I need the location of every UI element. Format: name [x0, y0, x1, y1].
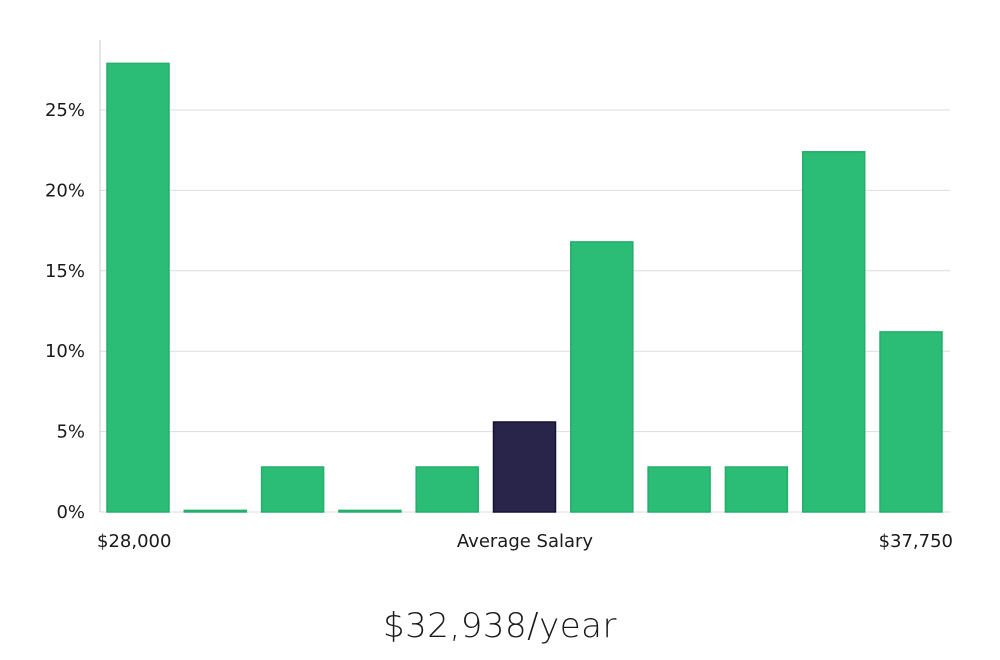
y-tick-label: 10% — [45, 341, 85, 362]
salary-histogram: 0%5%10%15%20%25% $28,000 Average Salary … — [45, 40, 953, 552]
bar — [260, 466, 325, 513]
bars — [106, 62, 943, 513]
y-tick-label: 0% — [56, 502, 85, 523]
bar — [106, 62, 170, 513]
bar — [801, 151, 866, 513]
bar — [724, 466, 789, 513]
range-min-label: $28,000 — [97, 531, 171, 552]
range-max-label: $37,750 — [879, 531, 953, 552]
bar — [647, 466, 711, 513]
y-tick-label: 5% — [56, 422, 85, 443]
bar-highlighted — [492, 421, 557, 513]
y-tick-label: 25% — [45, 100, 85, 121]
x-axis-label: Average Salary — [457, 531, 594, 552]
bar — [879, 331, 943, 513]
bar — [183, 509, 248, 513]
bar — [570, 241, 634, 513]
bar — [415, 466, 479, 513]
y-axis-ticks: 0% 5% 10% 15% 20% 25% — [45, 100, 85, 523]
bar — [338, 509, 402, 513]
average-salary-value: $32,938/year — [383, 606, 617, 646]
y-tick-label: 15% — [45, 261, 85, 282]
y-tick-label: 20% — [45, 180, 85, 201]
